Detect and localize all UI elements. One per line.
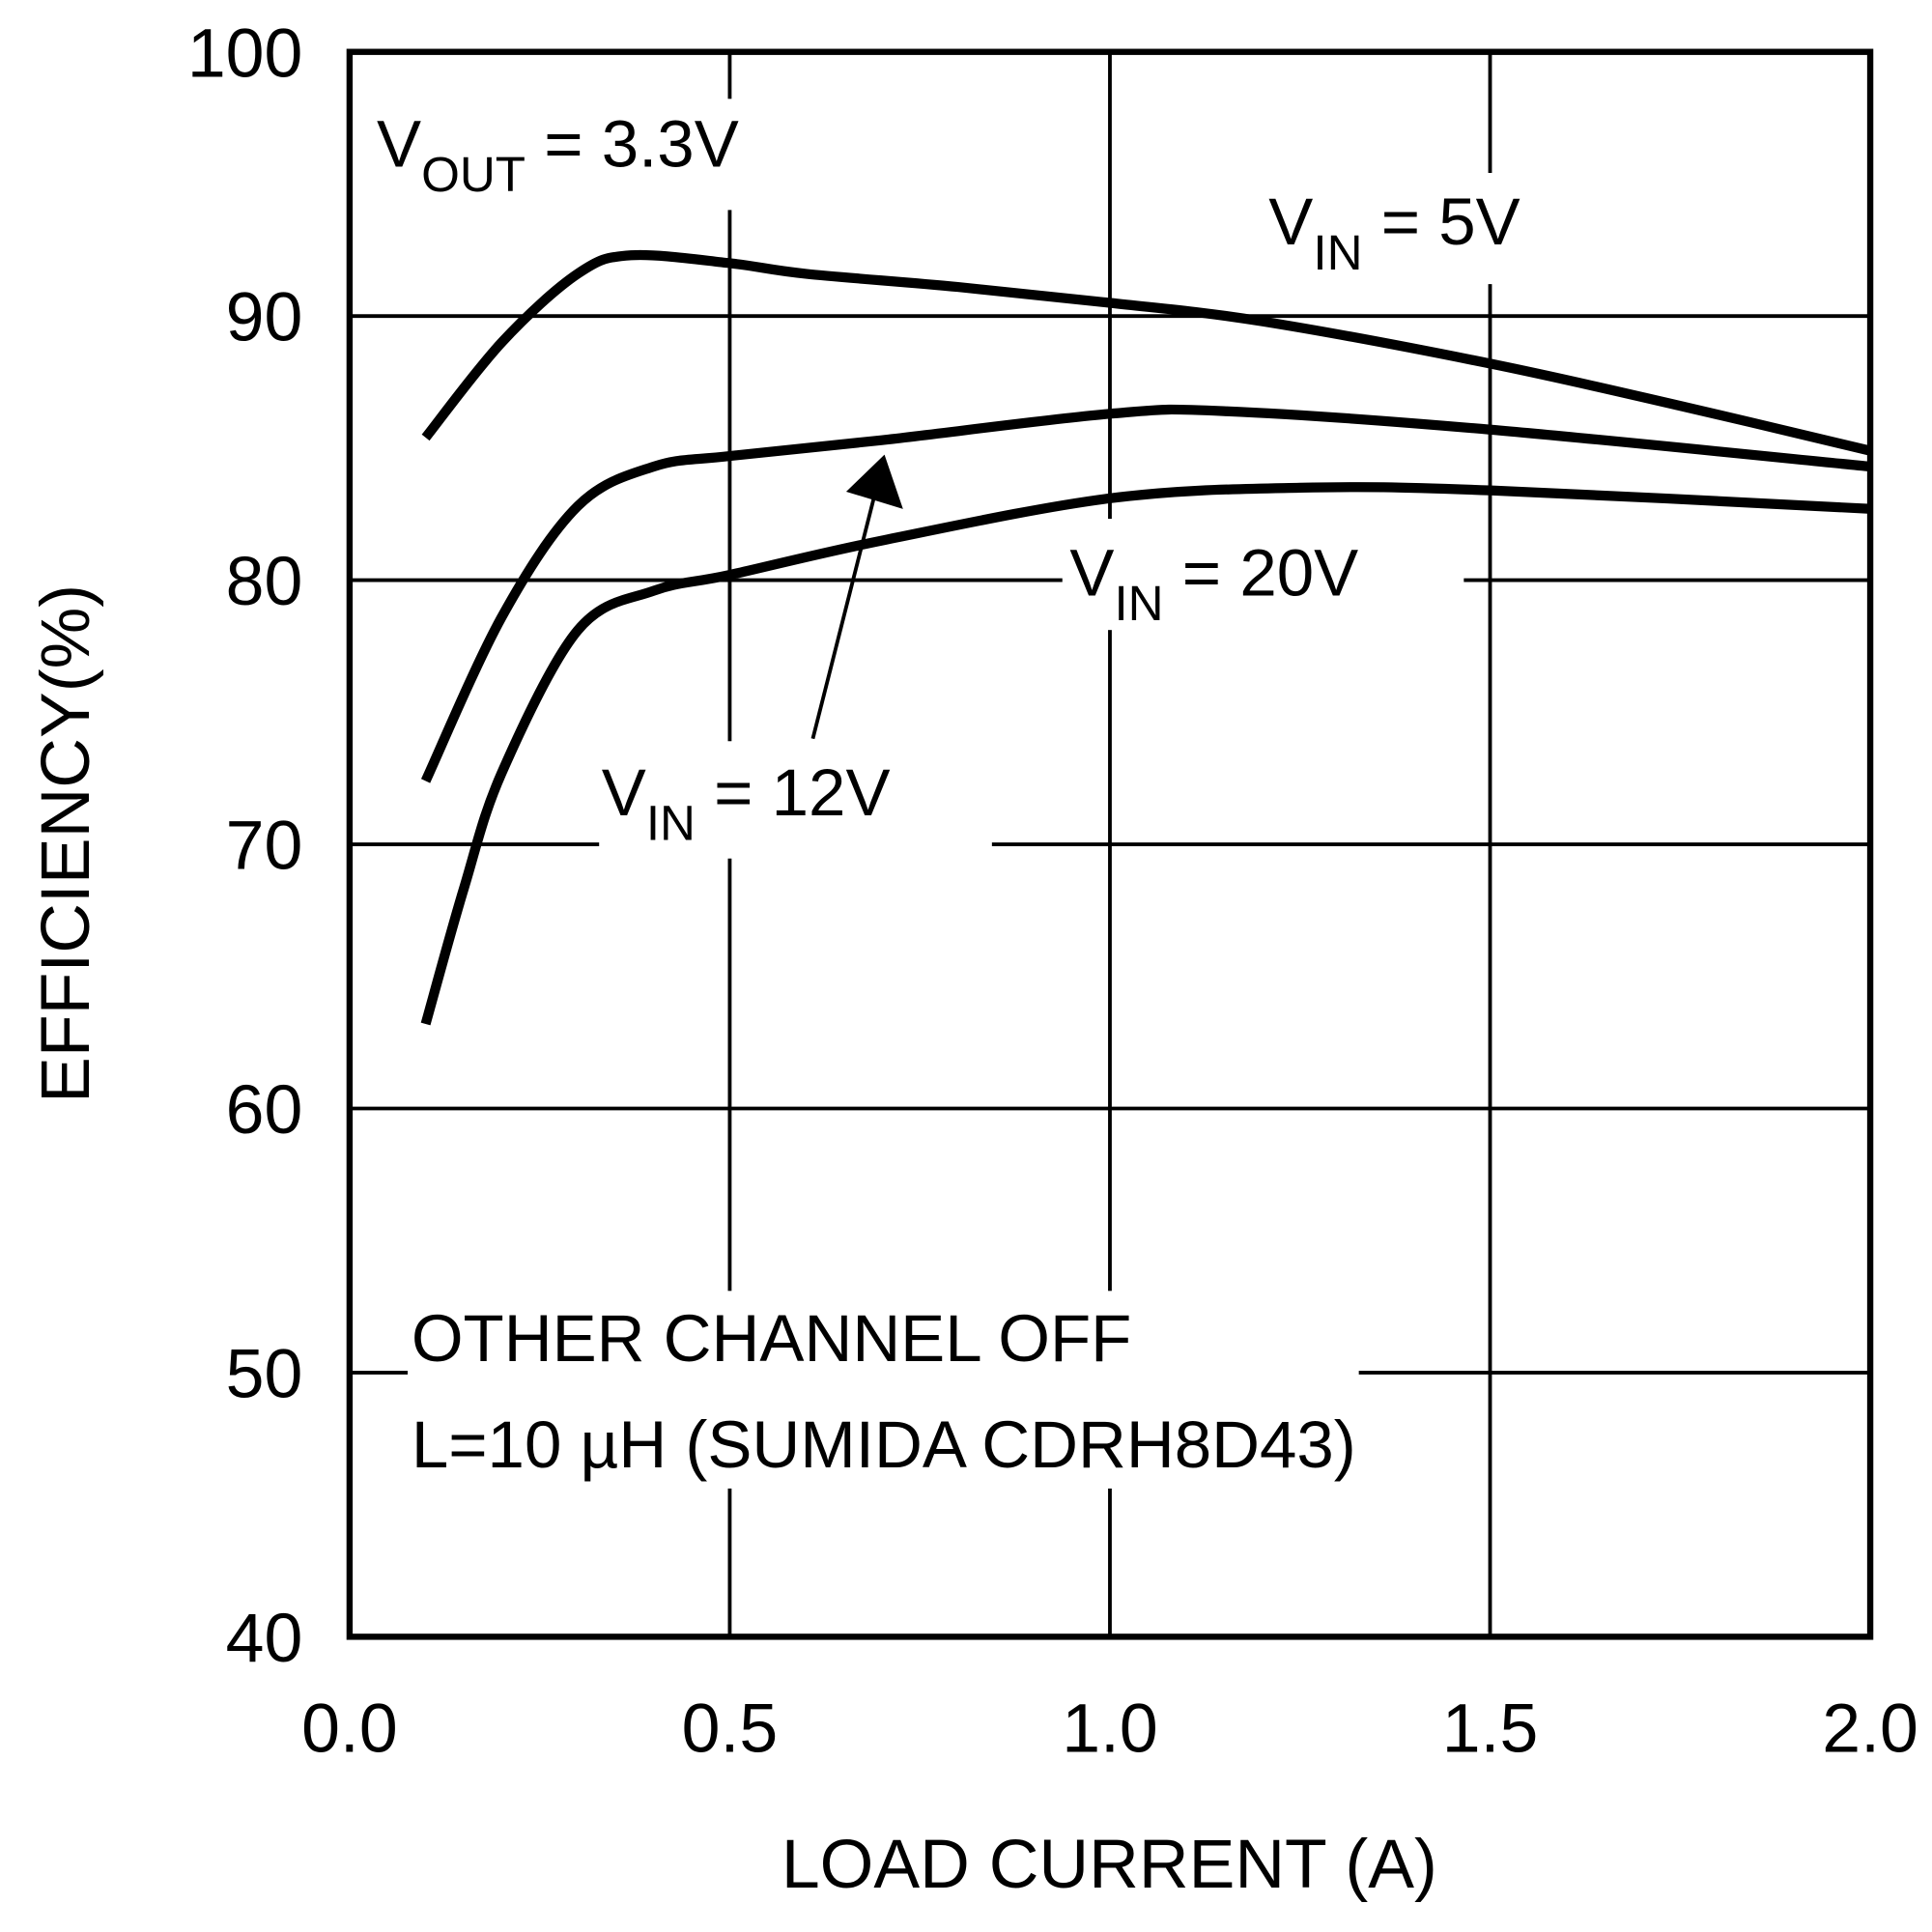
label-bg bbox=[599, 741, 992, 859]
y-tick-label: 70 bbox=[226, 808, 303, 885]
note-line1: OTHER CHANNEL OFF bbox=[412, 1300, 1132, 1376]
y-tick-label: 40 bbox=[226, 1600, 303, 1677]
y-tick-label: 60 bbox=[226, 1071, 303, 1149]
x-tick-label: 0.5 bbox=[682, 1690, 779, 1767]
arrow-head-icon bbox=[845, 454, 903, 509]
label-bg bbox=[1260, 173, 1619, 285]
label-bg bbox=[370, 99, 866, 211]
plot-frame bbox=[346, 48, 1874, 1640]
label-bg bbox=[1062, 519, 1464, 631]
note-line2: L=10 µH (SUMIDA CDRH8D43) bbox=[412, 1406, 1356, 1482]
y-tick-label: 80 bbox=[226, 543, 303, 620]
curves-top bbox=[420, 249, 1872, 1026]
series-line-vin-20v bbox=[420, 482, 1871, 1026]
series-line-vin-5v bbox=[421, 249, 1872, 456]
x-tick-label: 1.0 bbox=[1062, 1690, 1158, 1767]
x-tick-label: 0.0 bbox=[301, 1690, 398, 1767]
x-tick-label: 1.5 bbox=[1442, 1690, 1539, 1767]
series-line-vin-12v bbox=[420, 404, 1871, 783]
tick-labels: 0.0 0.5 1.0 1.5 2.0 40 50 60 70 80 90 100 bbox=[187, 14, 1918, 1767]
vin5-label: VIN = 5V bbox=[1268, 184, 1520, 280]
vin12-arrow bbox=[810, 474, 882, 740]
x-tick-label: 2.0 bbox=[1822, 1690, 1918, 1767]
vin12-label: VIN = 12V bbox=[602, 754, 891, 851]
label-bg bbox=[407, 1291, 1359, 1489]
y-axis-label: EFFICIENCY(%) bbox=[27, 584, 104, 1103]
y-tick-label: 100 bbox=[187, 14, 302, 92]
y-tick-label: 50 bbox=[226, 1336, 303, 1413]
vout-label: VOUT = 3.3V bbox=[377, 106, 739, 203]
y-tick-label: 90 bbox=[226, 279, 303, 356]
x-axis-label: LOAD CURRENT (A) bbox=[781, 1826, 1437, 1903]
vin20-label: VIN = 20V bbox=[1069, 534, 1358, 631]
